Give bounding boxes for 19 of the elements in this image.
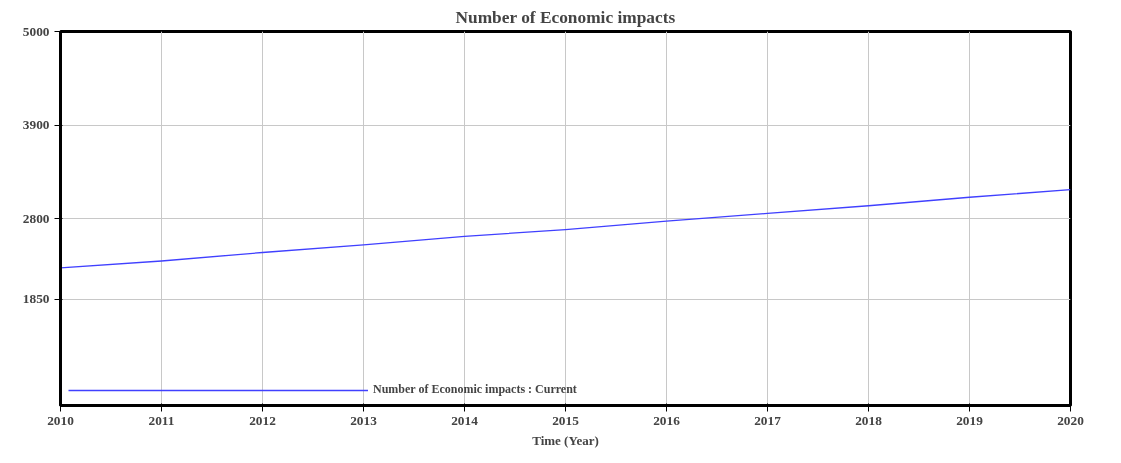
- y-tick-label: 1850: [22, 291, 50, 307]
- y-tick-label: 5000: [22, 23, 50, 39]
- x-tick-label: 2016: [653, 412, 681, 428]
- x-tick-label: 2019: [956, 412, 984, 428]
- x-tick-label: 2020: [1057, 412, 1085, 428]
- text: Number of Economic impacts : Current: [373, 382, 577, 397]
- y-tick-label: 2800: [22, 210, 50, 226]
- y-tick-label: 3900: [22, 117, 50, 132]
- x-tick-label: 2017: [754, 412, 782, 428]
- x-tick-label: 2010: [47, 412, 75, 428]
- x-tick-label: 2015: [552, 412, 580, 428]
- x-axis-title: Time (Year): [532, 432, 599, 448]
- x-tick-label: 2011: [148, 412, 175, 428]
- x-tick-label: 2013: [350, 412, 378, 428]
- x-tick-label: 2018: [855, 412, 883, 428]
- x-tick-label: 2012: [249, 412, 277, 428]
- chart-title: Number of Economic impacts: [455, 7, 676, 27]
- line-series: [60, 188, 1071, 269]
- x-tick-label: 2014: [451, 412, 479, 428]
